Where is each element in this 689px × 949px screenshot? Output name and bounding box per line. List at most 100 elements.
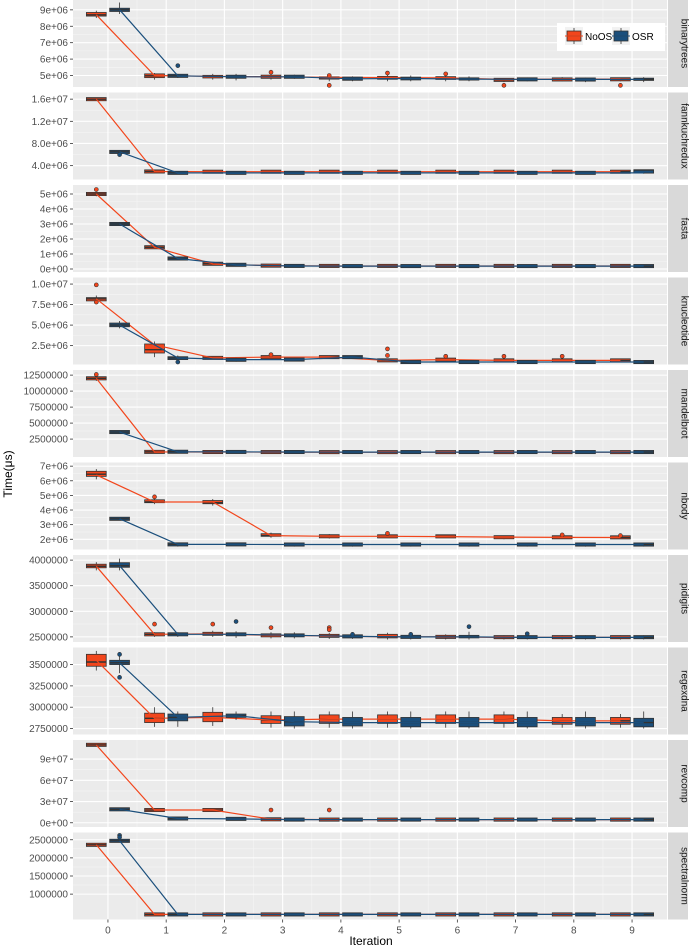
panel-spectralnorm: 1000000 1500000 2000000 2500000 spectralnorm [29, 832, 689, 920]
x-tick-label: 5 [396, 926, 402, 937]
strip-label: nbody [679, 492, 689, 519]
outlier-point-OSR [117, 652, 122, 657]
panel-fannkuchredux: 4.0e+06 8.0e+06 1.2e+07 1.6e+07 fannkuchredu… [32, 92, 689, 180]
y-tick-label: 3000000 [29, 703, 68, 714]
panel-nbody: 2e+06 3e+06 4e+06 5e+06 6e+06 7e+06 nbody [40, 462, 689, 550]
panel-knucleotide: 2.5e+06 5.0e+06 7.5e+06 1.0e+07 knucleotide [32, 277, 689, 365]
y-tick-label: 7500000 [29, 403, 68, 414]
strip-label: pidigits [679, 583, 689, 614]
y-tick-label: 3e+06 [40, 220, 69, 231]
strip-background [668, 0, 688, 87]
series-line-OSR [119, 518, 644, 546]
strip-background [668, 92, 688, 180]
outlier-point-NoOSR [326, 83, 332, 88]
strip-background [668, 462, 688, 550]
outlier-point-NoOSR [93, 299, 99, 305]
y-tick-label: 1.6e+07 [32, 95, 69, 106]
outlier-point-NoOSR [501, 83, 507, 88]
outlier-point-NoOSR [443, 71, 449, 77]
y-tick-label: 2.5e+06 [32, 341, 69, 352]
panel-fasta: 0e+00 1e+06 2e+06 3e+06 4e+06 5e+06 fasta [40, 185, 689, 276]
y-tick-label: 4e+06 [40, 205, 69, 216]
series-line-OSR [119, 431, 644, 453]
outlier-point-NoOSR [268, 352, 274, 357]
outlier-point-NoOSR [268, 807, 274, 813]
y-tick-label: 1e+06 [40, 250, 69, 261]
x-tick-label: 0 [105, 926, 111, 937]
outlier-point-NoOSR [326, 807, 332, 813]
outlier-point-NoOSR [385, 353, 390, 358]
outlier-point-OSR [117, 675, 122, 680]
y-tick-label: 3250000 [29, 681, 68, 692]
box-OSR [575, 717, 596, 727]
y-tick-label: 9e+07 [40, 755, 69, 766]
outlier-point-OSR [233, 619, 239, 624]
y-tick-label: 3000000 [29, 607, 68, 618]
outlier-point-NoOSR [268, 625, 274, 630]
y-tick-label: 1500000 [29, 872, 68, 883]
series-line-OSR [119, 565, 644, 639]
y-tick-label: 2500000 [29, 435, 68, 446]
strip-background [668, 370, 688, 457]
y-tick-label: 8e+06 [40, 22, 69, 33]
y-tick-label: 2500000 [29, 835, 68, 846]
x-tick-label: 1 [163, 926, 169, 937]
panel-mandelbrot: 2500000 5000000 7500000 10000000 12500000 man… [24, 370, 689, 457]
y-tick-label: 5000000 [29, 419, 68, 430]
y-tick-label: 2000000 [29, 853, 68, 864]
x-tick-label: 2 [222, 926, 228, 937]
outlier-point-OSR [408, 632, 414, 637]
y-tick-label: 2500000 [29, 632, 68, 643]
strip-label: knucleotide [679, 296, 689, 347]
box-OSR [342, 717, 363, 727]
legend-label-OSR: OSR [632, 32, 654, 43]
y-tick-label: 2e+06 [40, 535, 69, 546]
outlier-point-NoOSR [559, 353, 565, 359]
outlier-point-NoOSR [443, 353, 449, 359]
outlier-point-NoOSR [385, 70, 390, 76]
outlier-point-NoOSR [618, 533, 623, 538]
y-tick-label: 2750000 [29, 724, 68, 735]
outlier-point-NoOSR [385, 531, 390, 536]
y-tick-label: 5e+06 [40, 71, 69, 82]
strip-label: revcomp [679, 764, 689, 803]
x-axis-title: Iteration [349, 934, 392, 948]
strip-background [668, 277, 688, 365]
outlier-point-OSR [466, 624, 472, 629]
x-tick-label: 7 [513, 926, 519, 937]
x-tick-label: 3 [280, 926, 286, 937]
strip-label: binarytrees [679, 19, 689, 68]
y-tick-label: 9e+06 [40, 5, 69, 16]
y-tick-label: 6e+06 [40, 476, 69, 487]
box-OSR [109, 562, 130, 568]
strip-label: regexdna [679, 670, 689, 712]
y-tick-label: 12500000 [24, 371, 69, 382]
y-tick-label: 1.2e+07 [32, 117, 69, 128]
series-line-OSR [119, 808, 644, 821]
outlier-point-OSR [524, 631, 530, 637]
series-line-OSR [119, 324, 644, 363]
outlier-point-NoOSR [210, 621, 216, 627]
box-NoOSR [144, 499, 165, 504]
y-tick-label: 3e+06 [40, 520, 69, 531]
outlier-point-OSR [117, 834, 122, 840]
series-line-OSR [119, 662, 644, 724]
strip-background [668, 185, 688, 272]
y-tick-label: 3e+07 [40, 797, 69, 808]
panels: 5e+06 6e+06 7e+06 8e+06 9e+06 binarytrees 4.0e… [24, 0, 689, 920]
y-tick-label: 1000000 [29, 890, 68, 901]
outlier-point-OSR [175, 63, 181, 68]
y-tick-label: 7.5e+06 [32, 300, 69, 311]
outlier-point-NoOSR [618, 83, 623, 88]
y-tick-label: 0e+00 [40, 818, 69, 829]
y-tick-label: 6e+06 [40, 55, 69, 66]
series-line-OSR [119, 151, 644, 174]
y-tick-label: 4e+06 [40, 506, 69, 517]
outlier-point-NoOSR [326, 627, 332, 633]
y-tick-label: 0e+00 [40, 265, 69, 276]
y-tick-label: 7e+06 [40, 462, 69, 473]
y-tick-label: 3500000 [29, 581, 68, 592]
box-NoOSR [85, 653, 107, 667]
series-line-OSR [119, 9, 644, 81]
y-tick-label: 4000000 [29, 556, 68, 567]
